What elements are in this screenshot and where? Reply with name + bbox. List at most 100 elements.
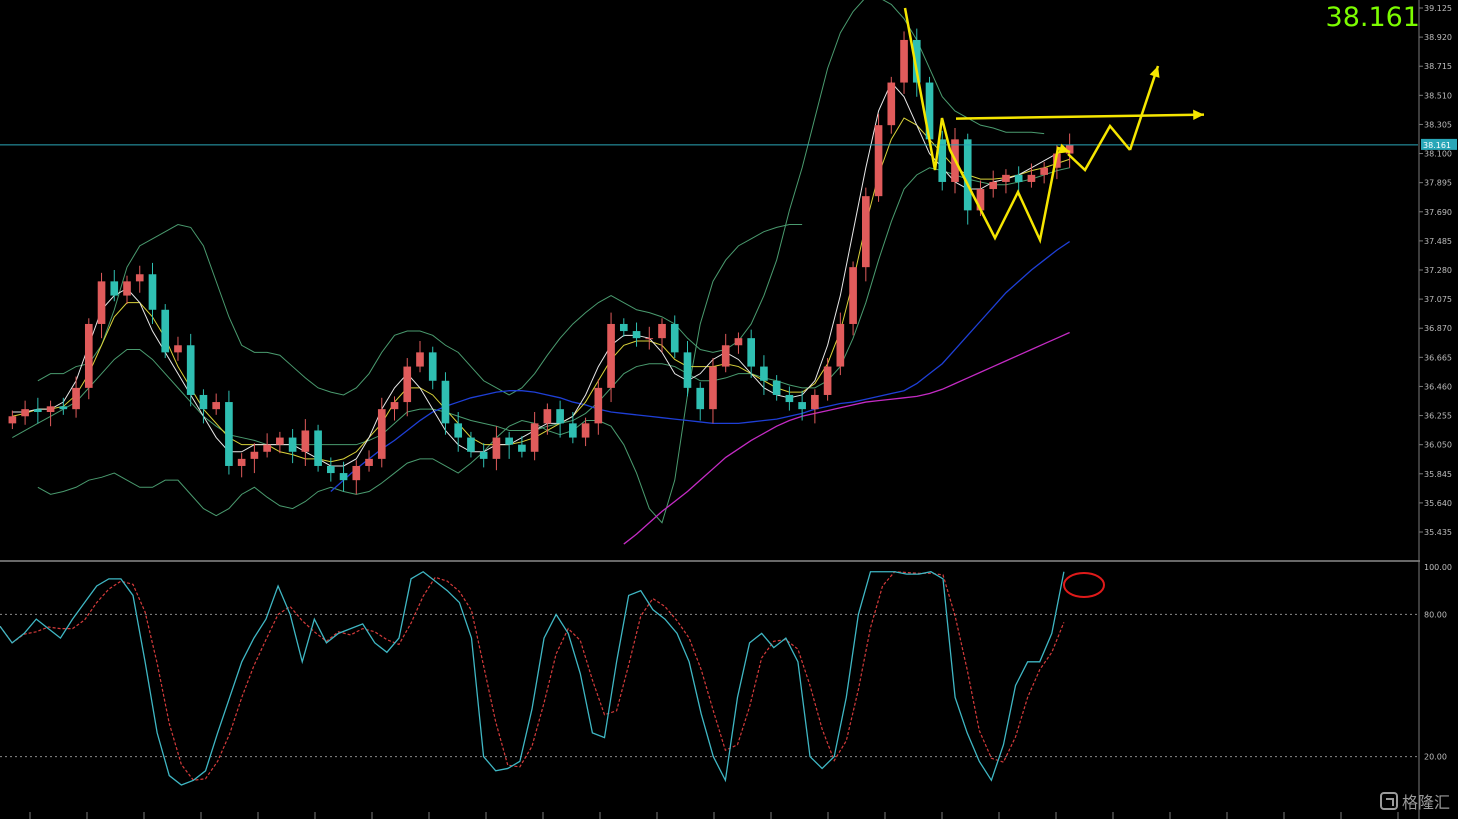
candle-body xyxy=(887,82,896,126)
candle-body xyxy=(186,345,195,395)
candle-body xyxy=(938,139,947,182)
candle-body xyxy=(250,451,259,459)
candle-body xyxy=(225,402,233,466)
candle-body xyxy=(148,274,157,310)
price-tag-box xyxy=(1421,138,1457,150)
candle-body xyxy=(963,139,972,211)
price-tick-label: 37.485 xyxy=(1424,237,1452,246)
candle-body xyxy=(696,387,705,410)
highlight-circle xyxy=(1063,572,1105,598)
candle-body xyxy=(772,380,781,395)
candle-body xyxy=(1002,174,1010,182)
past-swing-path xyxy=(903,7,1071,245)
candle-body xyxy=(72,387,80,410)
watermark: 格隆汇 xyxy=(1379,789,1450,813)
candle-body xyxy=(632,331,641,339)
annotations xyxy=(903,7,1205,245)
price-tick-label: 37.690 xyxy=(1424,208,1452,217)
candle-body xyxy=(110,281,119,296)
candle-body xyxy=(97,281,106,324)
candle-body xyxy=(212,402,220,410)
price-tick-label: 38.715 xyxy=(1424,62,1452,71)
candle-body xyxy=(811,394,819,410)
candle-body xyxy=(658,323,666,339)
price-tick-label: 35.640 xyxy=(1424,499,1452,508)
candle-body xyxy=(46,406,55,413)
candle-body xyxy=(428,352,437,381)
candlesticks xyxy=(8,28,1074,495)
candle-body xyxy=(441,380,450,424)
candle-body xyxy=(492,437,501,459)
candle-body xyxy=(734,338,743,346)
candle-body xyxy=(670,323,679,353)
candle-body xyxy=(683,352,692,388)
brand-logo-icon xyxy=(1379,792,1398,810)
price-tick-label: 36.255 xyxy=(1424,412,1452,421)
candle-body xyxy=(416,352,424,367)
price-tick-label: 36.050 xyxy=(1424,441,1452,450)
candle-body xyxy=(900,39,908,83)
bollinger-lower-line xyxy=(37,224,803,524)
price-tick-label: 37.075 xyxy=(1424,295,1452,304)
price-tick-label: 38.100 xyxy=(1424,150,1452,159)
osc-tick-label: 80.00 xyxy=(1424,610,1447,619)
price-tick-label: 36.870 xyxy=(1424,324,1452,333)
price-axis-ticks: 39.125 38.920 38.715 38.510 38.305 38.100 37.8… xyxy=(1419,4,1452,537)
candle-body xyxy=(989,181,998,190)
candle-body xyxy=(581,423,590,438)
watermark-text: 格隆汇 xyxy=(1401,793,1450,812)
price-tick-label: 37.280 xyxy=(1424,266,1452,275)
stochastic-oscillator xyxy=(0,570,1419,819)
price-tick-label: 38.510 xyxy=(1424,91,1452,100)
candle-body xyxy=(390,402,399,410)
osc-tick-label: 20.00 xyxy=(1424,753,1447,762)
candle-body xyxy=(237,458,246,466)
candle-body xyxy=(594,387,603,424)
swing-end-head xyxy=(1058,143,1070,154)
candle-body xyxy=(518,444,526,452)
price-tick-label: 36.665 xyxy=(1424,353,1452,362)
bollinger-upper-line xyxy=(37,0,1045,396)
candle-body xyxy=(849,267,857,324)
forecast-arrow-head xyxy=(1149,66,1160,78)
forecast-arrow xyxy=(1128,65,1160,151)
price-tick-label: 38.305 xyxy=(1424,120,1452,129)
candle-body xyxy=(288,437,297,452)
candle-body xyxy=(1053,153,1061,168)
candle-body xyxy=(925,82,934,140)
candle-body xyxy=(619,323,628,332)
candle-body xyxy=(1040,167,1048,175)
candle-body xyxy=(403,366,412,403)
candle-body xyxy=(709,366,717,410)
candle-body xyxy=(377,409,386,459)
oscillator-axis-ticks: 100.00 80.00 20.00 xyxy=(1424,563,1452,762)
candle-body xyxy=(327,465,335,474)
candle-body xyxy=(301,430,310,452)
candle-body xyxy=(59,406,68,410)
candle-body xyxy=(479,451,488,459)
candle-body xyxy=(823,366,832,395)
candle-body xyxy=(976,189,985,211)
candle-body xyxy=(263,444,271,452)
price-tick-label: 39.125 xyxy=(1424,4,1452,13)
candle-body xyxy=(530,423,539,452)
candle-body xyxy=(747,338,755,367)
candle-body xyxy=(862,196,870,268)
current-price-display: 38.161 xyxy=(1325,2,1420,33)
candle-body xyxy=(798,402,806,410)
bollinger-mid-line xyxy=(12,167,1070,446)
candle-body xyxy=(8,416,17,424)
ma-blue-line xyxy=(330,241,1070,493)
candle-body xyxy=(365,458,373,466)
candle-body xyxy=(174,345,182,353)
price-tick-label: 35.435 xyxy=(1424,528,1452,537)
candle-body xyxy=(123,281,131,296)
candle-body xyxy=(467,437,475,452)
candle-body xyxy=(1027,174,1036,182)
candle-body xyxy=(199,394,208,410)
candle-body xyxy=(34,409,42,413)
candle-body xyxy=(785,394,794,403)
candle-body xyxy=(1065,144,1074,154)
candle-body xyxy=(21,409,29,417)
